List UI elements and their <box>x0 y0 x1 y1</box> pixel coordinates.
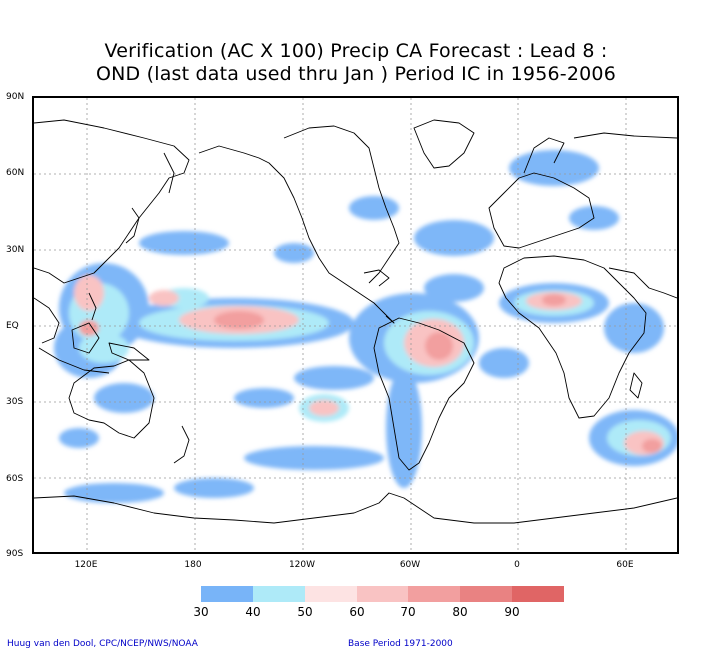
correlation-shading <box>54 150 677 503</box>
lat-label-30n: 30N <box>6 245 25 255</box>
legend-tick-60: 60 <box>349 605 365 619</box>
legend-swatch-30-40 <box>201 586 253 602</box>
legend-tick-50: 50 <box>297 605 313 619</box>
lat-label-60s: 60S <box>6 474 24 484</box>
correlation-map <box>34 98 677 552</box>
color-legend <box>201 586 565 602</box>
map-panel <box>32 96 679 554</box>
legend-swatch-80-90 <box>460 586 513 602</box>
lat-label-90s: 90S <box>6 549 24 559</box>
lat-label-30s: 30S <box>6 397 24 407</box>
legend-tick-70: 70 <box>400 605 416 619</box>
legend-tick-90: 90 <box>504 605 520 619</box>
lon-label-180: 180 <box>184 560 202 570</box>
lat-label-eq: EQ <box>6 321 19 331</box>
lon-label-60e: 60E <box>616 560 634 570</box>
legend-tick-80: 80 <box>452 605 468 619</box>
lat-label-60n: 60N <box>6 168 25 178</box>
legend-tick-40: 40 <box>245 605 261 619</box>
coastlines <box>34 119 677 524</box>
legend-swatch-40-50 <box>252 586 305 602</box>
lat-label-90n: 90N <box>6 92 25 102</box>
lon-label-120e: 120E <box>74 560 98 570</box>
legend-swatch-60-70 <box>356 586 409 602</box>
legend-tick-30: 30 <box>193 605 209 619</box>
lon-label-60w: 60W <box>399 560 421 570</box>
grid-lines <box>34 98 677 552</box>
legend-swatch-90-plus <box>512 586 565 602</box>
chart-title-line1: Verification (AC X 100) Precip CA Foreca… <box>104 40 608 62</box>
credit-base-period: Base Period 1971-2000 <box>348 639 453 649</box>
credit-author: Huug van den Dool, CPC/NCEP/NWS/NOAA <box>7 639 198 649</box>
chart-title-line2: OND (last data used thru Jan ) Period IC… <box>95 63 616 85</box>
lon-label-120w: 120W <box>288 560 316 570</box>
legend-swatch-50-60 <box>304 586 357 602</box>
legend-swatch-70-80 <box>408 586 461 602</box>
lon-label-0: 0 <box>514 560 520 570</box>
